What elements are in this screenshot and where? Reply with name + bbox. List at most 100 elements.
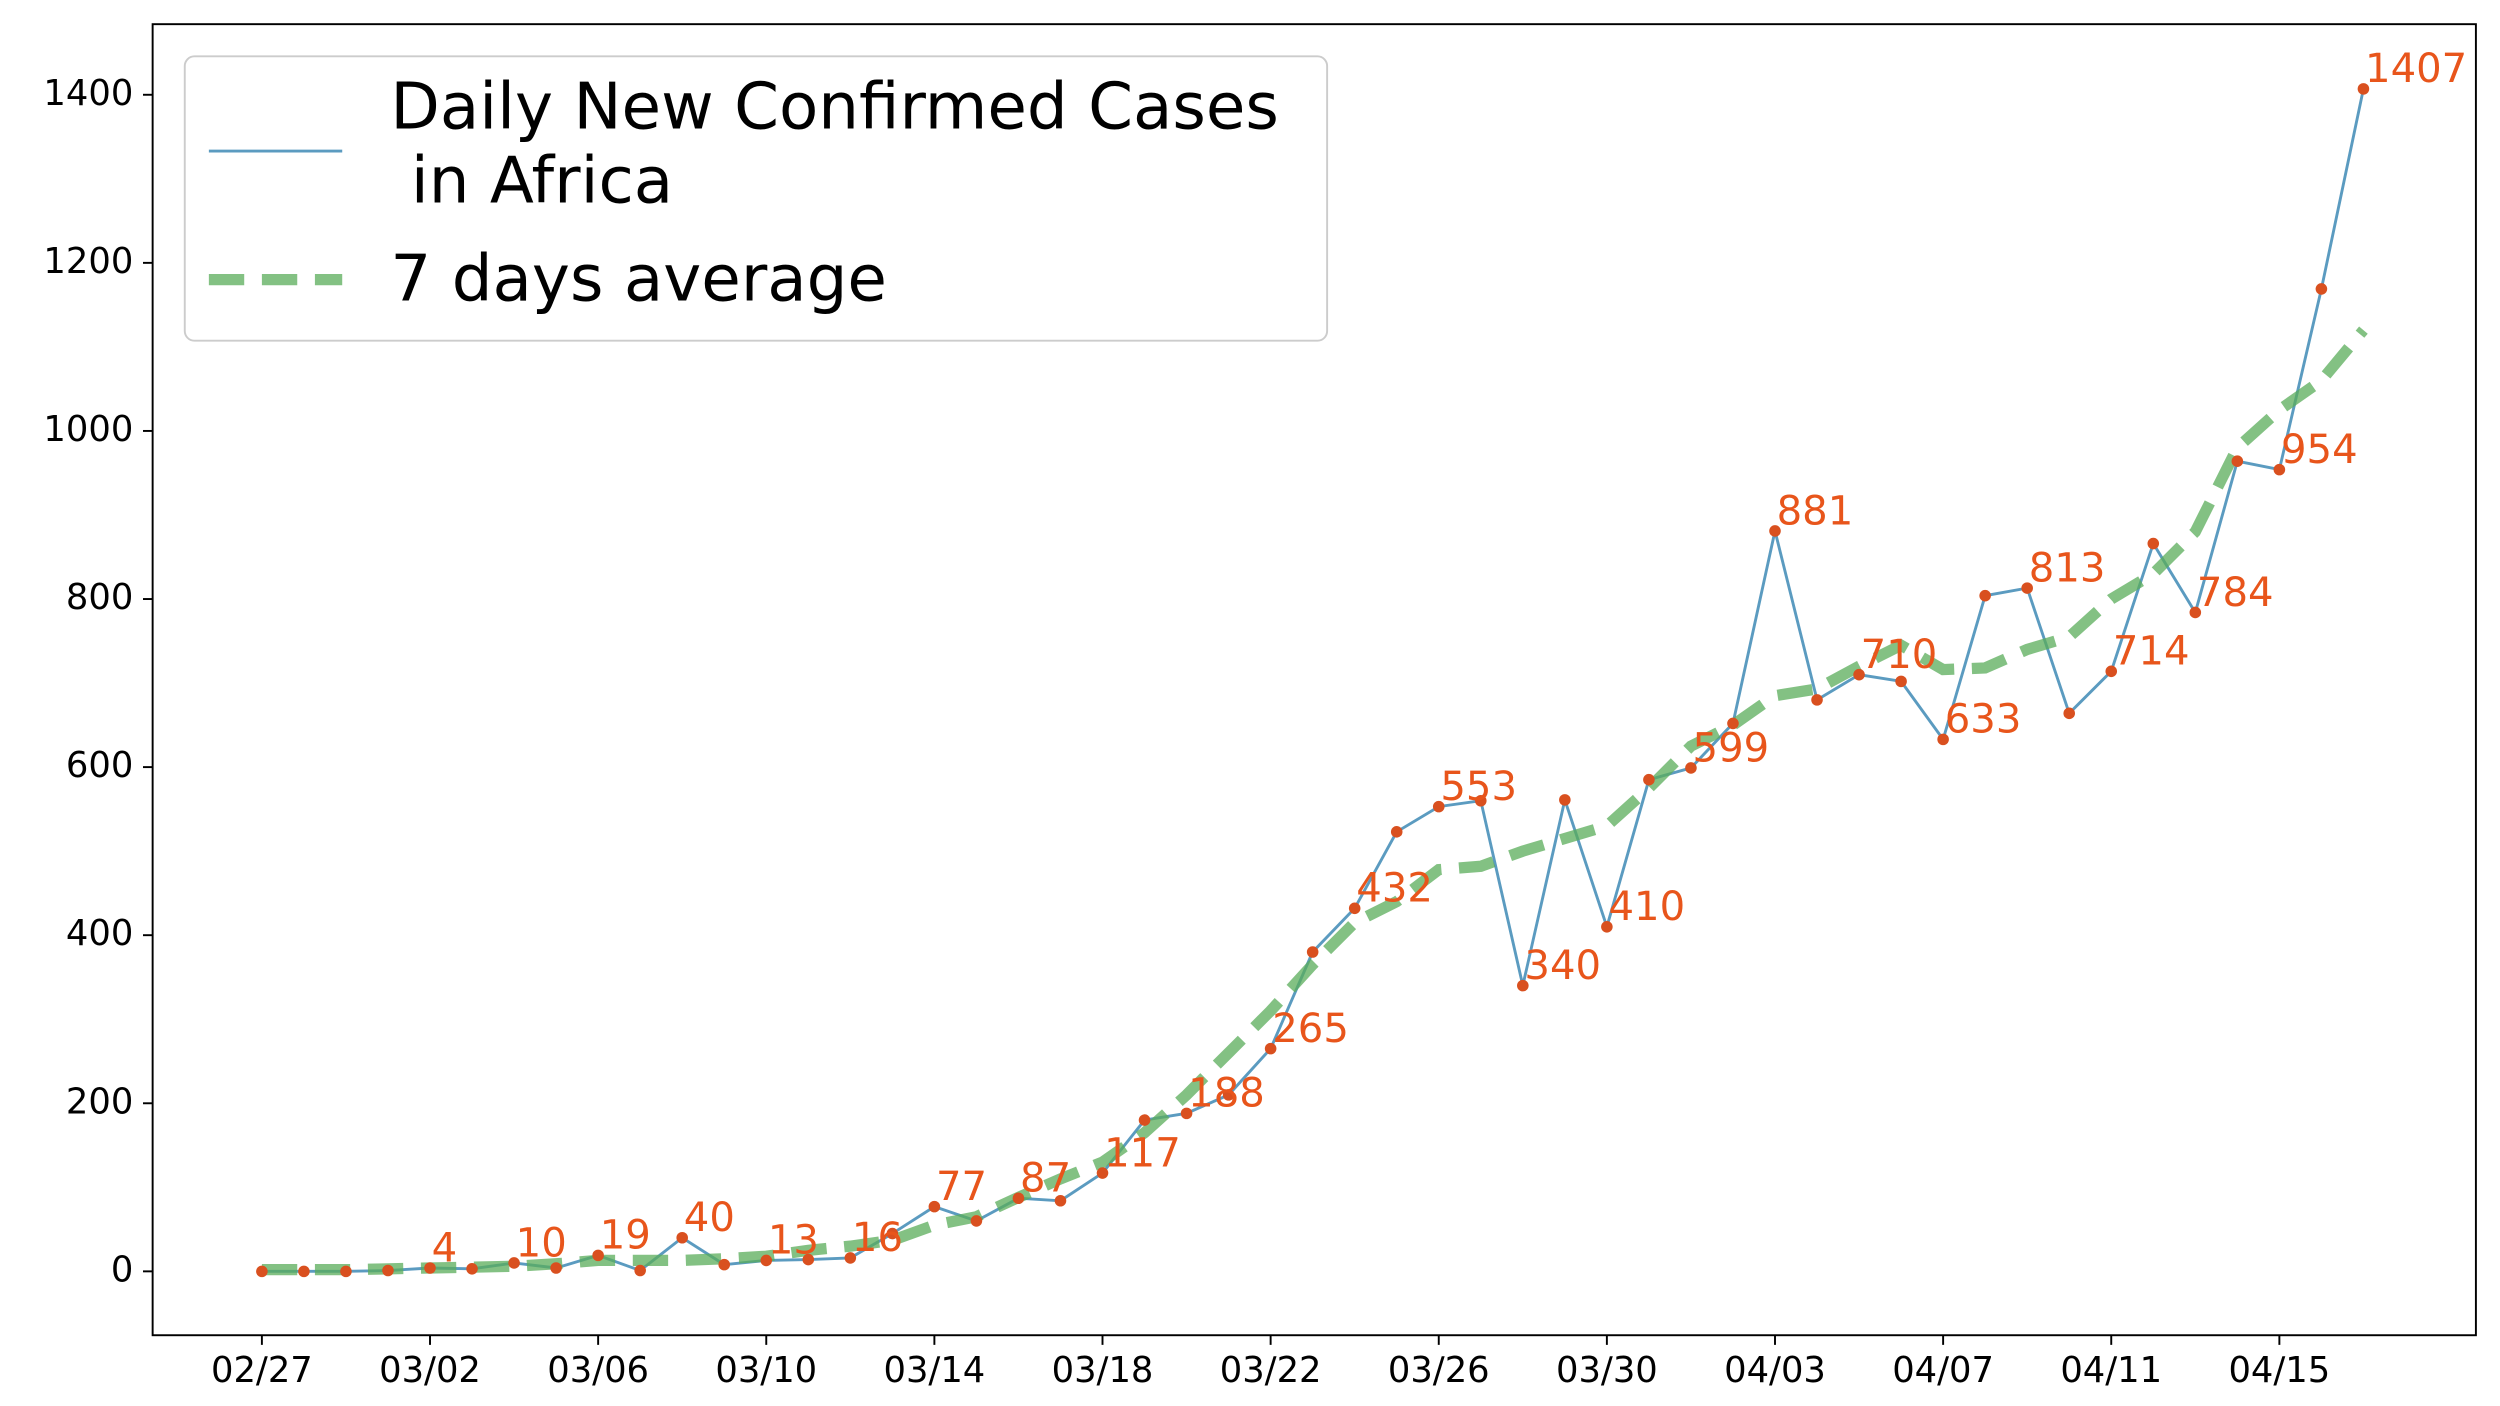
point xyxy=(1937,733,1949,746)
y-tick-label: 0 xyxy=(111,1249,133,1290)
x-tick-label: 04/15 xyxy=(2228,1350,2330,1391)
y-tick-label: 800 xyxy=(66,577,133,618)
point xyxy=(1727,717,1739,730)
point xyxy=(2315,283,2328,295)
y-tick-label: 400 xyxy=(66,913,133,954)
point xyxy=(298,1265,310,1278)
data-label: 633 xyxy=(1945,697,2022,743)
point xyxy=(466,1263,478,1275)
point xyxy=(2231,455,2244,467)
data-label: 77 xyxy=(936,1164,987,1210)
point xyxy=(592,1249,604,1262)
data-label: 954 xyxy=(2281,427,2358,473)
data-label: 432 xyxy=(1356,866,1433,912)
x-tick-label: 03/02 xyxy=(379,1350,481,1391)
point xyxy=(1348,902,1361,915)
data-label: 117 xyxy=(1104,1130,1181,1176)
point xyxy=(676,1231,688,1244)
legend-label: 7 days average xyxy=(390,242,887,317)
x-tick-label: 02/27 xyxy=(211,1350,313,1391)
x-tick-label: 03/18 xyxy=(1052,1350,1154,1391)
point xyxy=(760,1254,773,1267)
x-tick-label: 03/14 xyxy=(883,1350,985,1391)
x-tick-label: 03/10 xyxy=(715,1350,817,1391)
point xyxy=(1012,1192,1025,1205)
point xyxy=(1390,826,1403,838)
point xyxy=(844,1252,857,1264)
legend-label: Daily New Confirmed Cases in Africa xyxy=(390,70,1279,219)
point xyxy=(970,1215,983,1227)
legend-entry-box: 7 days average xyxy=(390,242,887,317)
point xyxy=(550,1262,562,1274)
x-tick-label: 03/26 xyxy=(1388,1350,1490,1391)
data-label: 813 xyxy=(2029,545,2106,591)
data-label: 784 xyxy=(2197,570,2274,616)
point xyxy=(1475,794,1487,807)
x-tick-label: 03/22 xyxy=(1220,1350,1322,1391)
data-label: 87 xyxy=(1020,1156,1071,1202)
point xyxy=(1096,1167,1109,1179)
data-label: 881 xyxy=(1777,488,1854,534)
point xyxy=(340,1265,352,1278)
point xyxy=(802,1253,815,1266)
point xyxy=(1432,800,1445,813)
data-label: 19 xyxy=(600,1213,651,1259)
point xyxy=(1054,1194,1067,1207)
data-label: 599 xyxy=(1693,725,1770,771)
x-tick-label: 03/30 xyxy=(1556,1350,1658,1391)
y-tick-label: 1200 xyxy=(43,241,133,282)
point xyxy=(2105,665,2118,678)
data-label: 714 xyxy=(2113,629,2190,675)
point xyxy=(1601,921,1613,933)
y-tick-label: 600 xyxy=(66,745,133,786)
data-label: 4 xyxy=(432,1225,458,1271)
data-label: 340 xyxy=(1524,943,1601,989)
plot-frame xyxy=(151,23,2477,1337)
point xyxy=(1180,1107,1193,1120)
point xyxy=(2147,537,2160,550)
point xyxy=(1895,675,1907,688)
point xyxy=(1853,668,1865,681)
point xyxy=(508,1257,520,1269)
data-label: 410 xyxy=(1608,884,1685,930)
legend-entry-box: Daily New Confirmed Cases in Africa xyxy=(390,70,1279,219)
point xyxy=(1517,979,1529,992)
point xyxy=(718,1258,731,1271)
point xyxy=(2021,582,2033,594)
data-label: 1407 xyxy=(2365,46,2467,92)
data-label: 553 xyxy=(1440,764,1517,810)
data-label: 10 xyxy=(516,1220,567,1266)
y-tick-label: 1000 xyxy=(43,409,133,450)
point xyxy=(1264,1042,1277,1055)
point xyxy=(1306,946,1319,958)
point xyxy=(634,1264,646,1277)
y-tick-label: 200 xyxy=(66,1081,133,1122)
point xyxy=(1559,794,1571,806)
data-label: 16 xyxy=(852,1215,903,1261)
y-tick-label: 1400 xyxy=(43,73,133,114)
data-label: 188 xyxy=(1188,1071,1265,1117)
point xyxy=(2063,707,2075,720)
x-tick-label: 04/11 xyxy=(2060,1350,2162,1391)
point xyxy=(256,1265,268,1278)
point xyxy=(928,1200,941,1213)
point xyxy=(1769,525,1781,537)
point xyxy=(2357,83,2370,95)
point xyxy=(382,1264,394,1277)
x-tick-label: 04/03 xyxy=(1724,1350,1826,1391)
point xyxy=(1643,773,1655,786)
point xyxy=(886,1227,899,1240)
average-line xyxy=(261,326,2368,1276)
point xyxy=(1222,1089,1235,1101)
x-tick-label: 04/07 xyxy=(1892,1350,1994,1391)
data-label: 13 xyxy=(768,1218,819,1264)
point xyxy=(1685,762,1697,774)
point xyxy=(1811,694,1823,706)
data-label: 265 xyxy=(1272,1006,1349,1052)
data-label: 710 xyxy=(1861,632,1938,678)
legend-box xyxy=(183,55,1329,342)
point xyxy=(2273,463,2286,476)
point xyxy=(1138,1114,1151,1126)
point xyxy=(1979,589,1991,602)
